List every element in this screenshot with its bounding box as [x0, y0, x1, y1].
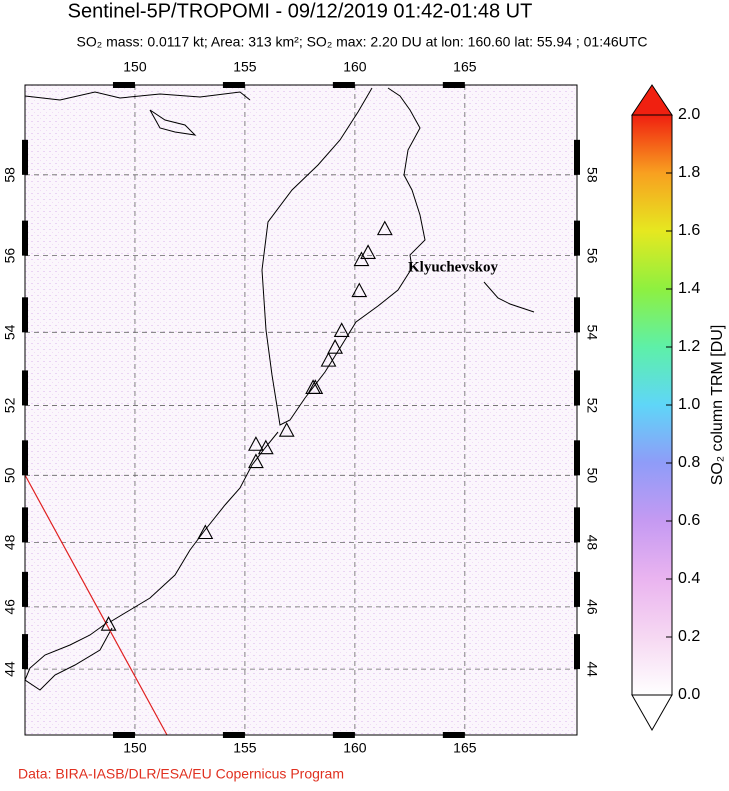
volcano-marker [351, 282, 368, 298]
lon-tick-label: 155 [233, 740, 257, 756]
lat-tick-label: 50 [584, 468, 600, 484]
lat-tick-label: 56 [584, 248, 600, 264]
volcano-marker [307, 379, 324, 395]
volcano-marker [100, 616, 117, 631]
lat-tick-label: 44 [2, 661, 18, 677]
volcano-marker [327, 339, 344, 354]
lat-tick-label: 48 [584, 535, 600, 551]
volcano-marker [333, 322, 350, 337]
volcano-marker [360, 244, 376, 260]
volcano-marker [247, 453, 264, 469]
swath-edge [24, 474, 168, 736]
colorbar-bar [631, 114, 673, 696]
colorbar-tick-label: 2.0 [678, 106, 700, 123]
lon-tick-label: 150 [123, 740, 147, 756]
lat-tick-label: 50 [2, 467, 18, 483]
lat-tick-label: 52 [2, 397, 18, 413]
commander-islands [483, 281, 535, 313]
lat-tick-label: 58 [584, 167, 600, 183]
kamchatka [261, 87, 426, 426]
colorbar-tick-label: 1.4 [678, 280, 700, 297]
colorbar-label: SO₂ column TRM [DU] [709, 325, 726, 486]
colorbar-tick-label: 0.0 [678, 686, 700, 703]
kuril-islands [109, 431, 279, 623]
lat-tick-label: 48 [2, 534, 18, 550]
lat-tick-label: 58 [2, 167, 18, 183]
lat-tick-label: 46 [584, 599, 600, 615]
lat-tick-label: 54 [2, 324, 18, 340]
lon-tick-label: 165 [453, 740, 477, 756]
colorbar-tick-label: 1.8 [678, 164, 700, 181]
lon-tick-label: 165 [453, 59, 477, 75]
subtitle: SO₂ mass: 0.0117 kt; Area: 313 km²; SO₂ … [77, 34, 648, 50]
colorbar-tick-label: 0.6 [678, 512, 700, 529]
grid [25, 85, 577, 735]
lat-tick-label: 52 [584, 398, 600, 414]
volcano-marker [320, 351, 337, 367]
lon-tick-label: 155 [233, 59, 257, 75]
colorbar-tick-label: 0.8 [678, 454, 700, 471]
map-frame [24, 84, 578, 736]
volcano-marker [197, 524, 214, 540]
colorbar-max-arrow [631, 84, 673, 116]
volcano-label: Klyuchevskoy [408, 259, 499, 275]
lon-tick-label: 150 [123, 59, 147, 75]
colorbar-tick-label: 1.0 [678, 396, 700, 413]
title: Sentinel-5P/TROPOMI - 09/12/2019 01:42-0… [68, 0, 533, 22]
colorbar-tick-label: 1.2 [678, 338, 700, 355]
colorbar-tick-label: 1.6 [678, 222, 700, 239]
map-background [25, 85, 577, 735]
coastline [149, 109, 197, 136]
lat-tick-label: 54 [584, 325, 600, 341]
colorbar: SO₂ column TRM [DU] 0.0 0.2 0.4 0.6 0.8 1.0 1.… [631, 84, 726, 732]
volcanoes [100, 220, 393, 631]
coastlines [24, 87, 535, 691]
volcano-marker [257, 439, 274, 455]
volcano-marker [247, 436, 264, 451]
lat-tick-label: 56 [2, 248, 18, 264]
volcano-marker [376, 220, 393, 236]
lon-tick-label: 160 [343, 740, 367, 756]
credit: Data: BIRA-IASB/DLR/ESA/EU Copernicus Pr… [18, 766, 344, 782]
volcano-marker [278, 422, 295, 437]
lat-tick-label: 46 [2, 599, 18, 615]
colorbar-tick-label: 0.2 [678, 628, 700, 645]
coastline [24, 91, 251, 101]
colorbar-tick-label: 0.4 [678, 570, 700, 587]
lat-tick-label: 44 [584, 661, 600, 677]
lon-tick-label: 160 [343, 59, 367, 75]
axes: 150 150 155 155 160 160 165 165 44 44 46 46 48 48 50 50… [2, 59, 601, 756]
colorbar-min-arrow [631, 694, 673, 732]
volcano-marker [353, 251, 370, 267]
